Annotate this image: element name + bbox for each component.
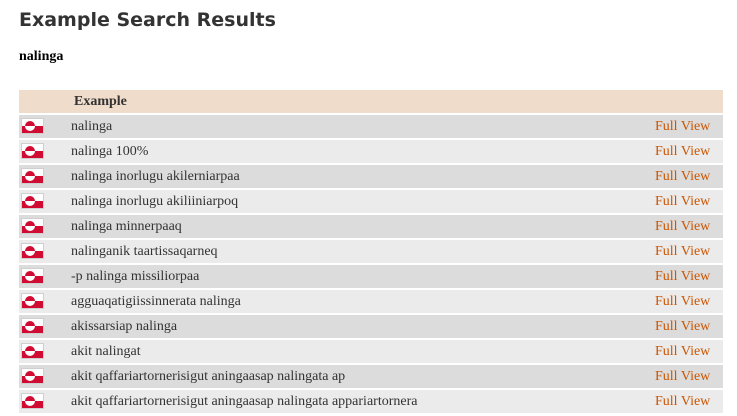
page-title: Example Search Results bbox=[19, 9, 276, 31]
table-row: -p nalinga missiliorpaa Full View bbox=[19, 265, 723, 288]
flag-cell bbox=[19, 215, 71, 238]
example-text: -p nalinga missiliorpaa bbox=[71, 265, 655, 288]
table-row: nalinga Full View bbox=[19, 115, 723, 138]
full-view-link[interactable]: Full View bbox=[655, 218, 711, 234]
full-view-link[interactable]: Full View bbox=[655, 368, 711, 384]
example-text: nalinga minnerpaaq bbox=[71, 215, 655, 238]
full-view-link[interactable]: Full View bbox=[655, 243, 711, 259]
table-header-row: Example bbox=[19, 90, 723, 113]
table-row: nalinganik taartissaqarneq Full View bbox=[19, 240, 723, 263]
header-link-column bbox=[655, 90, 723, 113]
flag-cell bbox=[19, 190, 71, 213]
example-text: nalinga inorlugu akiliiniarpoq bbox=[71, 190, 655, 213]
table-row: akit qaffariartornerisigut aningaasap na… bbox=[19, 390, 723, 413]
greenland-flag-icon bbox=[22, 194, 43, 209]
greenland-flag-icon bbox=[22, 119, 43, 134]
link-cell: Full View bbox=[655, 340, 723, 363]
greenland-flag-icon bbox=[22, 269, 43, 284]
header-example-column: Example bbox=[71, 90, 655, 113]
greenland-flag-icon bbox=[22, 319, 43, 334]
header-flag-column bbox=[19, 90, 71, 113]
full-view-link[interactable]: Full View bbox=[655, 343, 711, 359]
link-cell: Full View bbox=[655, 165, 723, 188]
greenland-flag-icon bbox=[22, 394, 43, 409]
full-view-link[interactable]: Full View bbox=[655, 193, 711, 209]
table-row: nalinga 100% Full View bbox=[19, 140, 723, 163]
table-row: nalinga minnerpaaq Full View bbox=[19, 215, 723, 238]
table-row: akit qaffariartornerisigut aningaasap na… bbox=[19, 365, 723, 388]
link-cell: Full View bbox=[655, 365, 723, 388]
example-text: akit nalingat bbox=[71, 340, 655, 363]
full-view-link[interactable]: Full View bbox=[655, 293, 711, 309]
link-cell: Full View bbox=[655, 290, 723, 313]
full-view-link[interactable]: Full View bbox=[655, 268, 711, 284]
table-row: nalinga inorlugu akilerniarpaa Full View bbox=[19, 165, 723, 188]
flag-cell bbox=[19, 390, 71, 413]
link-cell: Full View bbox=[655, 315, 723, 338]
flag-cell bbox=[19, 340, 71, 363]
greenland-flag-icon bbox=[22, 244, 43, 259]
full-view-link[interactable]: Full View bbox=[655, 318, 711, 334]
link-cell: Full View bbox=[655, 115, 723, 138]
table-row: akit nalingat Full View bbox=[19, 340, 723, 363]
greenland-flag-icon bbox=[22, 219, 43, 234]
flag-cell bbox=[19, 165, 71, 188]
link-cell: Full View bbox=[655, 190, 723, 213]
full-view-link[interactable]: Full View bbox=[655, 393, 711, 409]
greenland-flag-icon bbox=[22, 144, 43, 159]
example-text: akit qaffariartornerisigut aningaasap na… bbox=[71, 365, 655, 388]
example-text: akissarsiap nalinga bbox=[71, 315, 655, 338]
link-cell: Full View bbox=[655, 265, 723, 288]
greenland-flag-icon bbox=[22, 169, 43, 184]
example-text: agguaqatigiissinnerata nalinga bbox=[71, 290, 655, 313]
flag-cell bbox=[19, 290, 71, 313]
flag-cell bbox=[19, 315, 71, 338]
example-text: nalinga inorlugu akilerniarpaa bbox=[71, 165, 655, 188]
greenland-flag-icon bbox=[22, 294, 43, 309]
results-table: Example nalinga Full View nalinga 100% F… bbox=[19, 88, 723, 415]
example-text: nalinga 100% bbox=[71, 140, 655, 163]
full-view-link[interactable]: Full View bbox=[655, 143, 711, 159]
link-cell: Full View bbox=[655, 390, 723, 413]
example-text: nalinganik taartissaqarneq bbox=[71, 240, 655, 263]
greenland-flag-icon bbox=[22, 369, 43, 384]
flag-cell bbox=[19, 140, 71, 163]
table-row: agguaqatigiissinnerata nalinga Full View bbox=[19, 290, 723, 313]
full-view-link[interactable]: Full View bbox=[655, 118, 711, 134]
flag-cell bbox=[19, 265, 71, 288]
flag-cell bbox=[19, 365, 71, 388]
link-cell: Full View bbox=[655, 215, 723, 238]
flag-cell bbox=[19, 115, 71, 138]
table-row: nalinga inorlugu akiliiniarpoq Full View bbox=[19, 190, 723, 213]
table-row: akissarsiap nalinga Full View bbox=[19, 315, 723, 338]
link-cell: Full View bbox=[655, 240, 723, 263]
link-cell: Full View bbox=[655, 140, 723, 163]
flag-cell bbox=[19, 240, 71, 263]
example-text: nalinga bbox=[71, 115, 655, 138]
full-view-link[interactable]: Full View bbox=[655, 168, 711, 184]
example-text: akit qaffariartornerisigut aningaasap na… bbox=[71, 390, 655, 413]
search-query: nalinga bbox=[19, 49, 64, 64]
greenland-flag-icon bbox=[22, 344, 43, 359]
